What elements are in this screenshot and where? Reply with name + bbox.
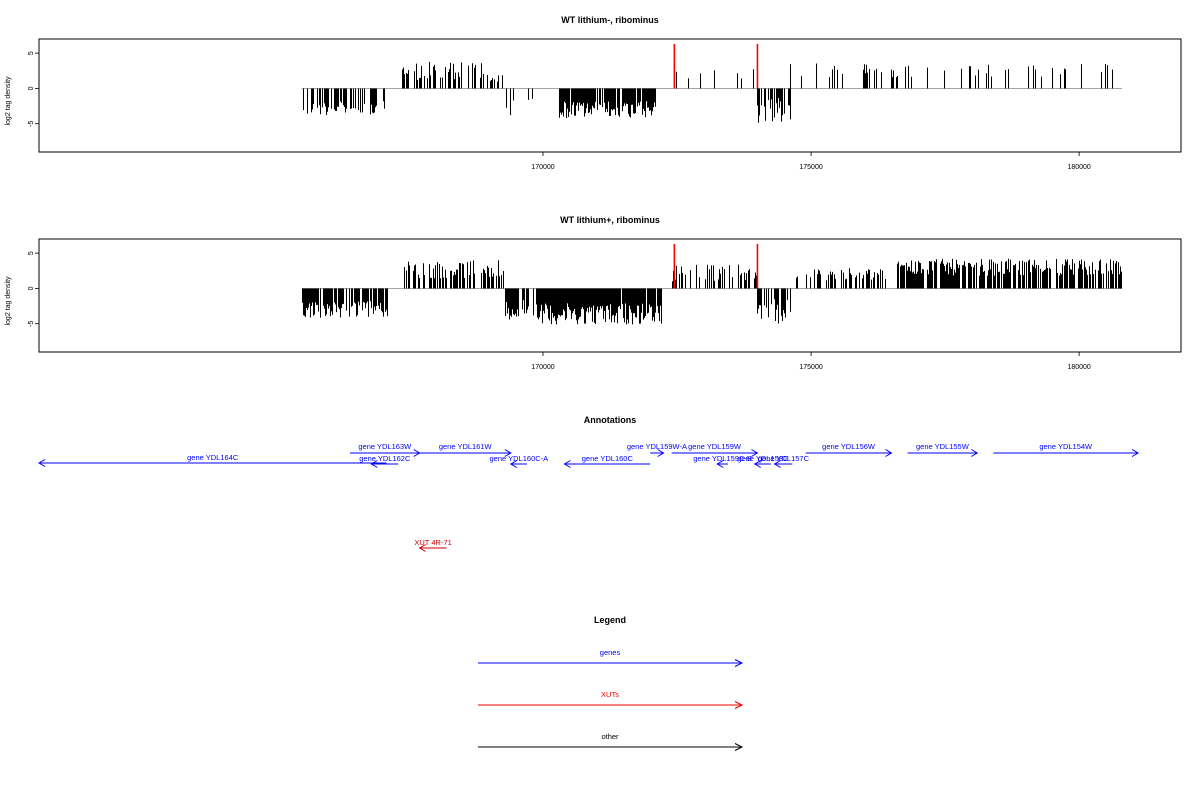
gene-feature: gene YDL164C [38, 453, 387, 467]
xut-feature: XUT 4R-71 [414, 538, 452, 552]
legend-item-label: other [601, 732, 619, 741]
feature-label: gene YDL159W [688, 442, 742, 451]
feature-arrowhead [370, 460, 378, 468]
legend-items: genes XUTs other [478, 648, 744, 751]
highlight-bars [673, 43, 759, 89]
annotation-features: gene YDL164C gene YDL163W gene YDL162C gene… [38, 442, 1140, 552]
plot-frame [38, 38, 1182, 153]
feature-label: gene YDL160C [582, 454, 634, 463]
gene-feature: gene YDL161W [419, 442, 512, 457]
track-panel-lithium-plus: WT lithium+, ribominus log2 tag density … [5, 215, 1182, 371]
axis-ticks: -5 0 5 170000 175000 180000 [28, 51, 1091, 171]
gene-feature: gene YDL156W [805, 442, 893, 457]
gene-feature: gene YDL158C [737, 454, 789, 468]
track-panel-lithium-minus: WT lithium-, ribominus log2 tag density … [5, 15, 1182, 171]
feature-arrowhead [753, 460, 762, 468]
y-axis-label: log2 tag density [5, 76, 12, 126]
feature-arrowhead [563, 460, 571, 468]
axis-ticks: -5 0 5 170000 175000 180000 [28, 251, 1091, 371]
feature-arrowhead [1131, 449, 1140, 457]
feature-arrowhead [657, 449, 665, 457]
y-axis-label: log2 tag density [5, 276, 12, 326]
gene-feature: gene YDL157C [758, 454, 810, 468]
y-tick-label: 5 [28, 251, 35, 255]
gene-feature: gene YDL160C-A [490, 454, 549, 468]
gene-feature: gene YDL162C [359, 454, 411, 468]
density-bars [302, 258, 1122, 325]
gene-feature: gene YDL159W [671, 442, 759, 457]
legend-title: Legend [594, 615, 626, 625]
feature-arrowhead [38, 459, 46, 467]
feature-arrowhead [504, 449, 512, 457]
plot-frame [38, 238, 1182, 353]
feature-arrowhead [885, 449, 893, 457]
feature-arrowhead [751, 449, 759, 457]
legend-item-arrowhead [734, 701, 744, 709]
feature-label: gene YDL158C [737, 454, 789, 463]
legend: Legend genes XUTs other [478, 615, 744, 751]
y-tick-label: 5 [28, 51, 35, 55]
density-bars [303, 61, 1113, 123]
gene-feature: gene YDL159W-A [627, 442, 687, 457]
gene-feature: gene YDL160C [563, 454, 651, 468]
feature-label: gene YDL159C-B [693, 454, 752, 463]
feature-arrowhead [716, 460, 724, 468]
panel-title: WT lithium-, ribominus [561, 15, 659, 25]
legend-item-label: genes [600, 648, 621, 657]
feature-label: gene YDL155W [916, 442, 970, 451]
feature-arrowhead [418, 544, 426, 552]
annotations-title: Annotations [584, 415, 637, 425]
x-tick-label: 175000 [799, 364, 822, 371]
y-tick-label: 0 [28, 86, 35, 90]
y-tick-label: -5 [28, 121, 35, 127]
legend-item-arrowhead [734, 659, 744, 667]
x-tick-label: 170000 [531, 364, 554, 371]
x-tick-label: 180000 [1067, 364, 1090, 371]
feature-label: gene YDL161W [439, 442, 493, 451]
feature-label: XUT 4R-71 [414, 538, 451, 547]
legend-item: other [478, 732, 744, 751]
feature-label: gene YDL163W [358, 442, 412, 451]
y-tick-label: -5 [28, 321, 35, 327]
legend-item-arrowhead [734, 743, 744, 751]
x-tick-label: 170000 [531, 164, 554, 171]
legend-item-label: XUTs [601, 690, 619, 699]
feature-label: gene YDL160C-A [490, 454, 549, 463]
gene-feature: gene YDL154W [993, 442, 1140, 457]
panel-title: WT lithium+, ribominus [560, 215, 660, 225]
y-tick-label: 0 [28, 286, 35, 290]
x-tick-label: 175000 [799, 164, 822, 171]
feature-label: gene YDL164C [187, 453, 239, 462]
feature-arrowhead [971, 449, 979, 457]
gene-feature: gene YDL155W [907, 442, 979, 457]
feature-arrowhead [509, 460, 518, 468]
feature-label: gene YDL157C [758, 454, 810, 463]
legend-item: XUTs [478, 690, 744, 709]
feature-arrowhead [773, 460, 781, 468]
x-tick-label: 180000 [1067, 164, 1090, 171]
feature-label: gene YDL162C [359, 454, 411, 463]
highlight-bars [673, 243, 759, 289]
feature-label: gene YDL154W [1039, 442, 1093, 451]
legend-item: genes [478, 648, 744, 667]
feature-label: gene YDL156W [822, 442, 876, 451]
feature-label: gene YDL159W-A [627, 442, 687, 451]
gene-feature: gene YDL159C-B [693, 454, 752, 468]
